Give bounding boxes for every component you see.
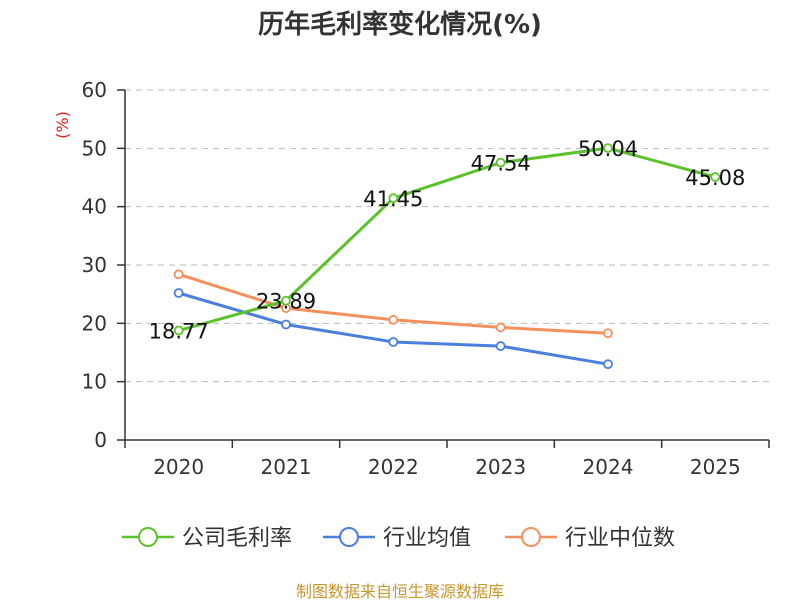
grid-lines xyxy=(125,89,769,383)
data-point xyxy=(173,325,184,336)
y-tick-label: 30 xyxy=(82,253,107,277)
axes: 0 10 20 30 40 50 60 2020 2021 2022 2023 2024 2025 xyxy=(82,78,770,479)
data-point xyxy=(173,288,184,298)
data-point xyxy=(173,269,184,280)
data-point xyxy=(710,172,721,182)
legend: 公司毛利率 行业均值 行业中位数 xyxy=(122,526,675,551)
data-point xyxy=(603,359,613,370)
data-point xyxy=(388,193,399,204)
data-point xyxy=(495,322,506,333)
legend-marker xyxy=(138,527,158,547)
y-tick-label: 20 xyxy=(82,311,107,335)
legend-label: 行业中位数 xyxy=(565,526,675,551)
x-tick-label: 2023 xyxy=(475,455,526,479)
series-lines xyxy=(173,143,721,370)
legend-label: 行业均值 xyxy=(383,526,471,551)
data-label: 23.89 xyxy=(256,290,316,314)
source-note: 制图数据来自恒生聚源数据库 xyxy=(296,582,504,600)
x-tick-label: 2021 xyxy=(261,455,312,479)
data-point xyxy=(388,337,399,347)
legend-marker xyxy=(339,527,359,547)
series-line xyxy=(178,146,716,332)
data-point xyxy=(495,157,506,168)
data-label: 47.54 xyxy=(471,152,531,176)
data-point xyxy=(603,143,613,154)
y-axis-label: (%) xyxy=(53,111,72,139)
x-tick-label: 2025 xyxy=(690,455,741,479)
data-label: 45.08 xyxy=(685,166,745,190)
data-point xyxy=(281,319,291,330)
y-tick-label: 40 xyxy=(82,195,107,219)
data-label: 18.77 xyxy=(149,320,209,344)
data-label: 41.45 xyxy=(363,187,423,211)
y-tick-label: 50 xyxy=(82,136,107,160)
x-tick-label: 2020 xyxy=(153,455,204,479)
legend-marker xyxy=(521,527,541,547)
data-label: 50.04 xyxy=(578,137,638,161)
x-tick-label: 2024 xyxy=(583,455,634,479)
data-labels: 18.77 23.89 41.45 47.54 50.04 45.08 xyxy=(149,137,746,343)
data-point xyxy=(495,341,506,351)
data-point xyxy=(281,295,291,306)
chart-title: 历年毛利率变化情况(%) xyxy=(258,9,542,40)
data-point xyxy=(388,314,399,325)
legend-label: 公司毛利率 xyxy=(182,526,292,551)
y-tick-label: 60 xyxy=(82,78,107,102)
x-tick-label: 2022 xyxy=(368,455,419,479)
data-point xyxy=(603,328,613,339)
y-tick-label: 10 xyxy=(82,370,107,394)
y-tick-label: 0 xyxy=(94,428,107,452)
